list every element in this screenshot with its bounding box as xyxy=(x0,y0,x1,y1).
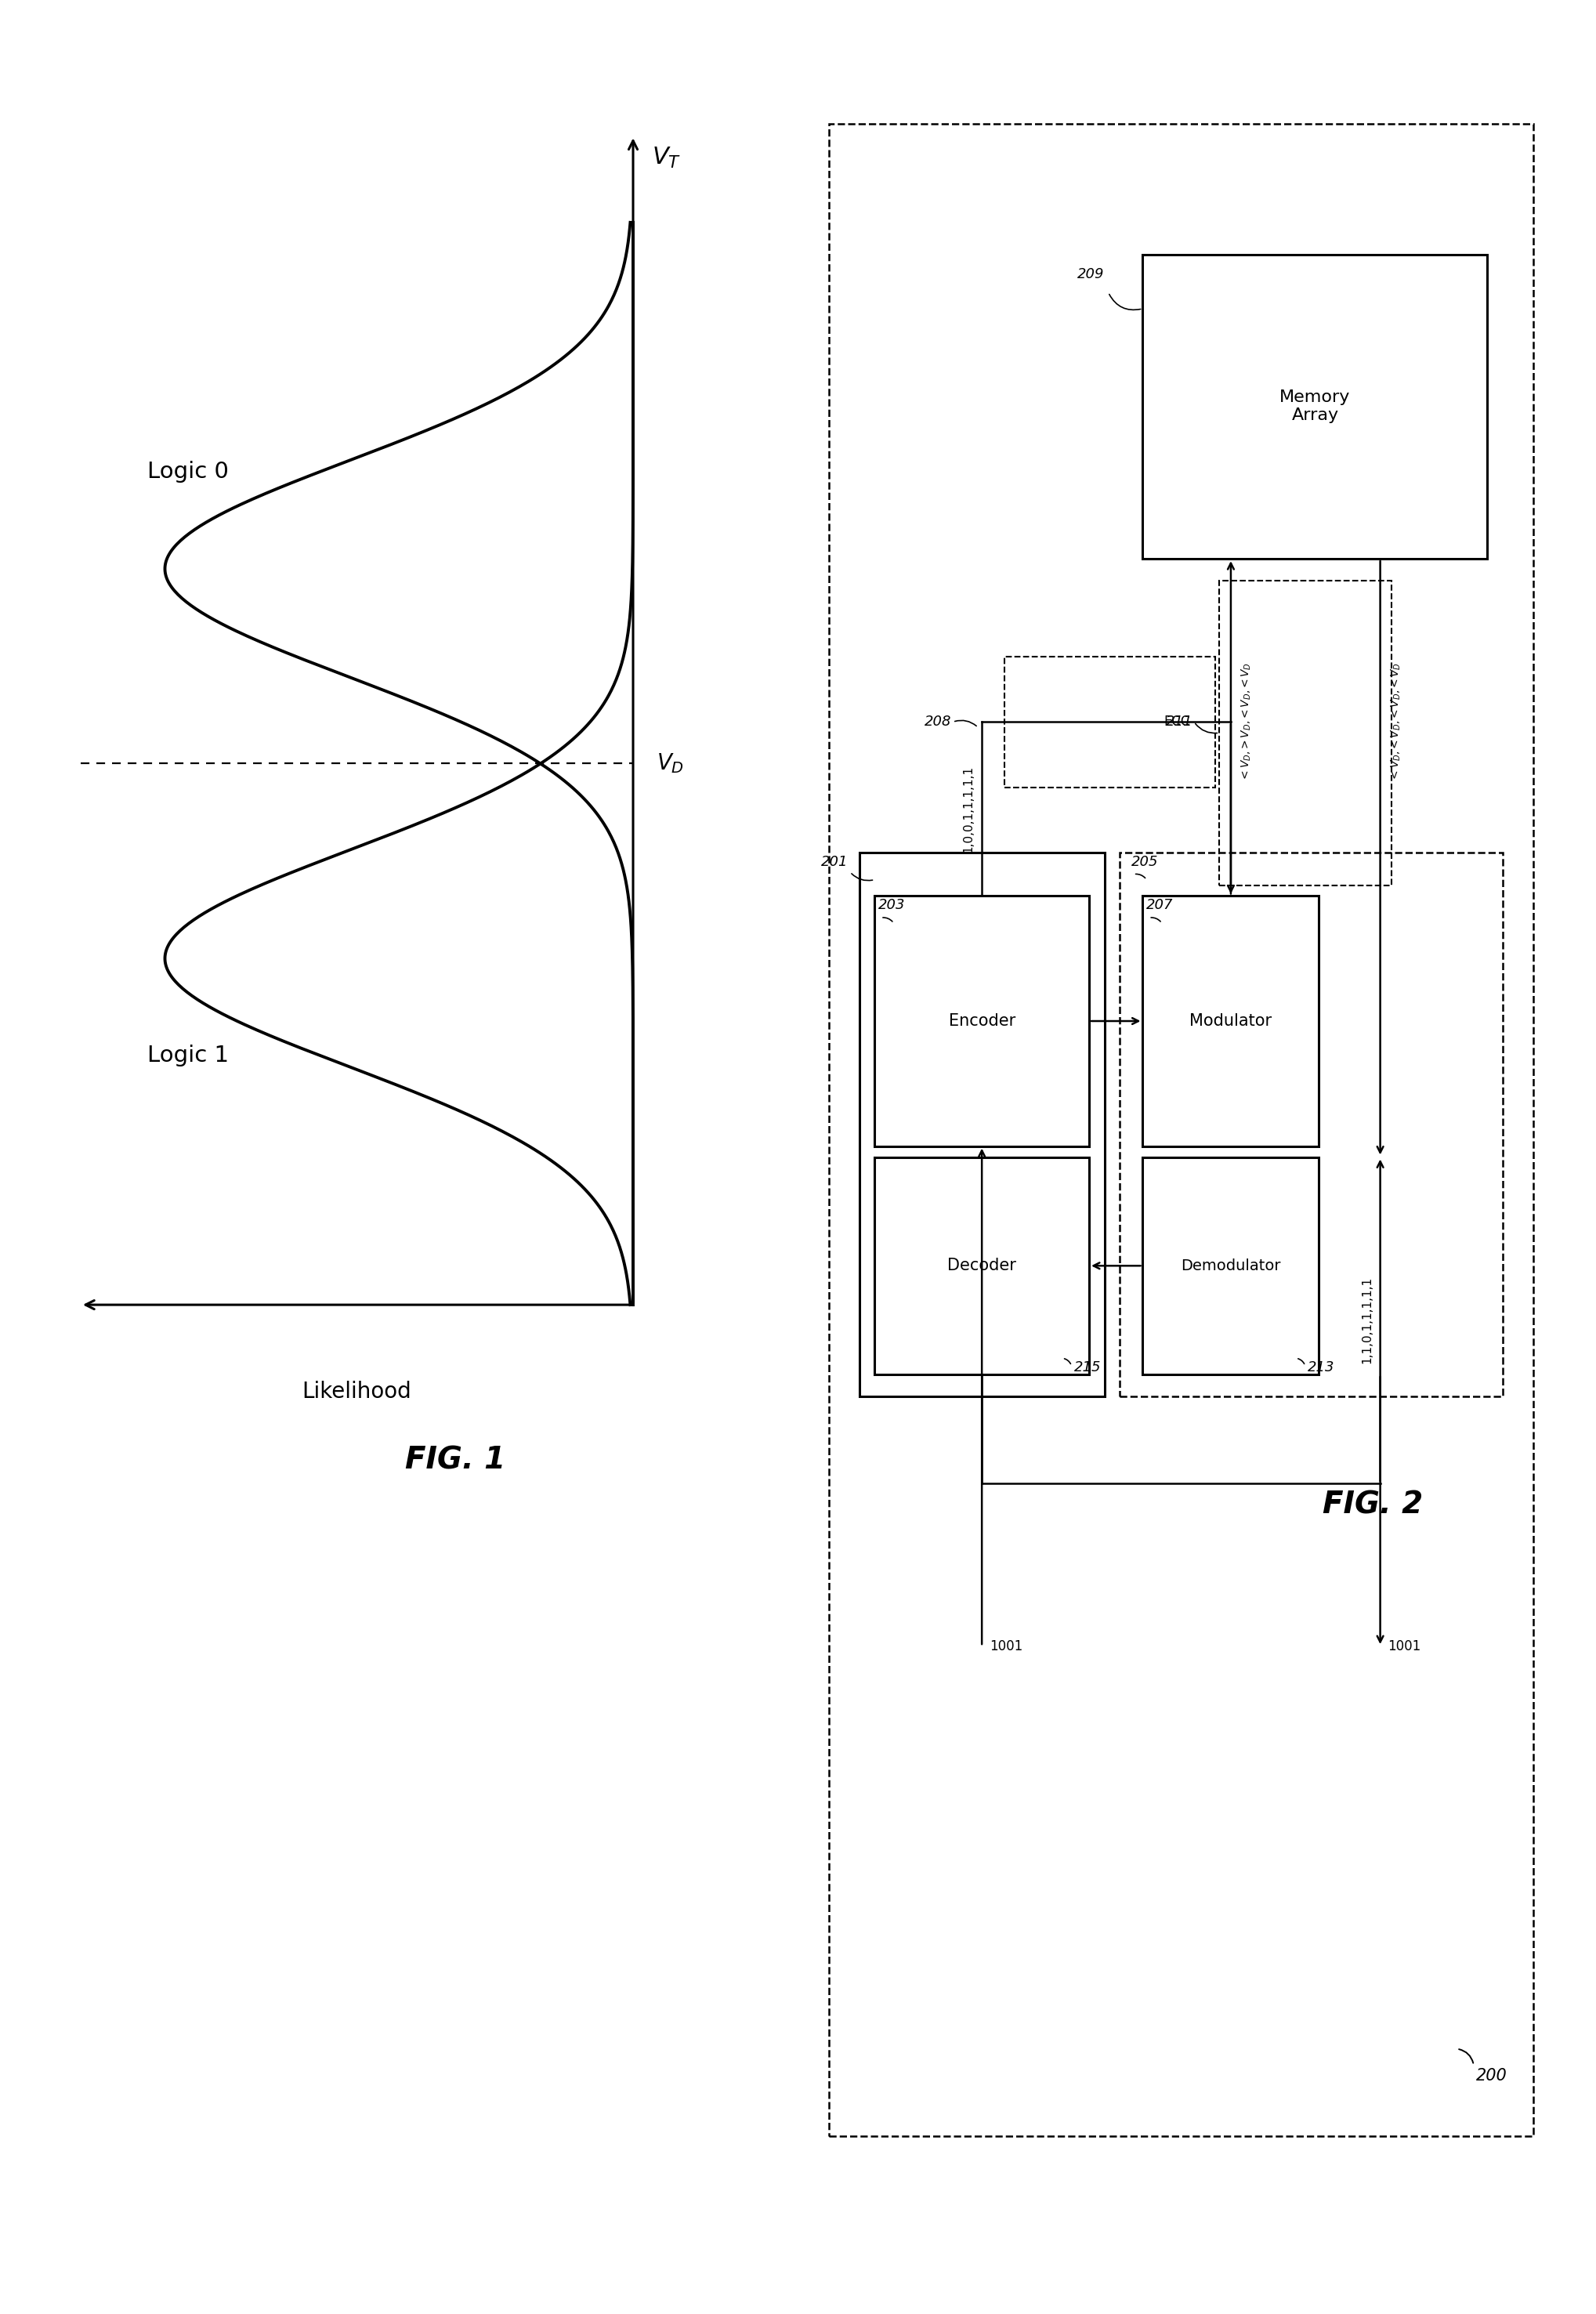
Text: Modulator: Modulator xyxy=(1189,1014,1272,1030)
Text: 1001: 1001 xyxy=(990,1638,1023,1655)
Text: 200: 200 xyxy=(1476,2069,1507,2085)
Text: 1,0,0,1,1,1,1,1: 1,0,0,1,1,1,1,1 xyxy=(962,766,974,852)
Bar xyxy=(875,896,1088,1145)
Text: FIG. 2: FIG. 2 xyxy=(1323,1490,1422,1520)
Text: Demodulator: Demodulator xyxy=(1181,1259,1280,1273)
Bar xyxy=(875,1157,1088,1375)
Text: 208: 208 xyxy=(924,715,951,729)
Text: FIG. 1: FIG. 1 xyxy=(405,1446,506,1476)
Text: 213: 213 xyxy=(1307,1361,1334,1375)
Bar xyxy=(1143,255,1487,558)
Bar xyxy=(1005,657,1216,787)
Text: Logic 1: Logic 1 xyxy=(147,1046,230,1067)
Text: 207: 207 xyxy=(1146,898,1173,912)
Text: Memory
Array: Memory Array xyxy=(1280,389,1350,423)
Text: Encoder: Encoder xyxy=(948,1014,1015,1030)
Text: 1001: 1001 xyxy=(1389,1638,1420,1655)
Text: 209: 209 xyxy=(1077,268,1104,282)
Text: $<V_D$,$>V_D$,$<V_D$,$<V_D$: $<V_D$,$>V_D$,$<V_D$,$<V_D$ xyxy=(1240,662,1253,782)
Bar xyxy=(1219,581,1392,884)
Bar xyxy=(1120,852,1503,1395)
Text: 215: 215 xyxy=(1074,1361,1101,1375)
Text: Decoder: Decoder xyxy=(948,1259,1017,1273)
Text: Logic 0: Logic 0 xyxy=(148,460,228,481)
Text: 201: 201 xyxy=(820,854,847,868)
Bar xyxy=(1143,1157,1318,1375)
Bar xyxy=(1143,896,1318,1145)
Text: $<V_D$,$<V_D$,$<V_D$,$<V_D$: $<V_D$,$<V_D$,$<V_D$,$<V_D$ xyxy=(1390,662,1403,782)
Text: ECC: ECC xyxy=(1163,715,1191,729)
Text: $V_D$: $V_D$ xyxy=(656,752,685,775)
Bar xyxy=(859,852,1104,1395)
Text: Likelihood: Likelihood xyxy=(302,1381,412,1402)
Text: 205: 205 xyxy=(1132,854,1159,868)
Text: 203: 203 xyxy=(878,898,905,912)
Text: 1,1,0,1,1,1,1,1: 1,1,0,1,1,1,1,1 xyxy=(1361,1277,1373,1363)
Text: 211: 211 xyxy=(1165,715,1192,729)
Text: $V_T$: $V_T$ xyxy=(651,146,681,169)
